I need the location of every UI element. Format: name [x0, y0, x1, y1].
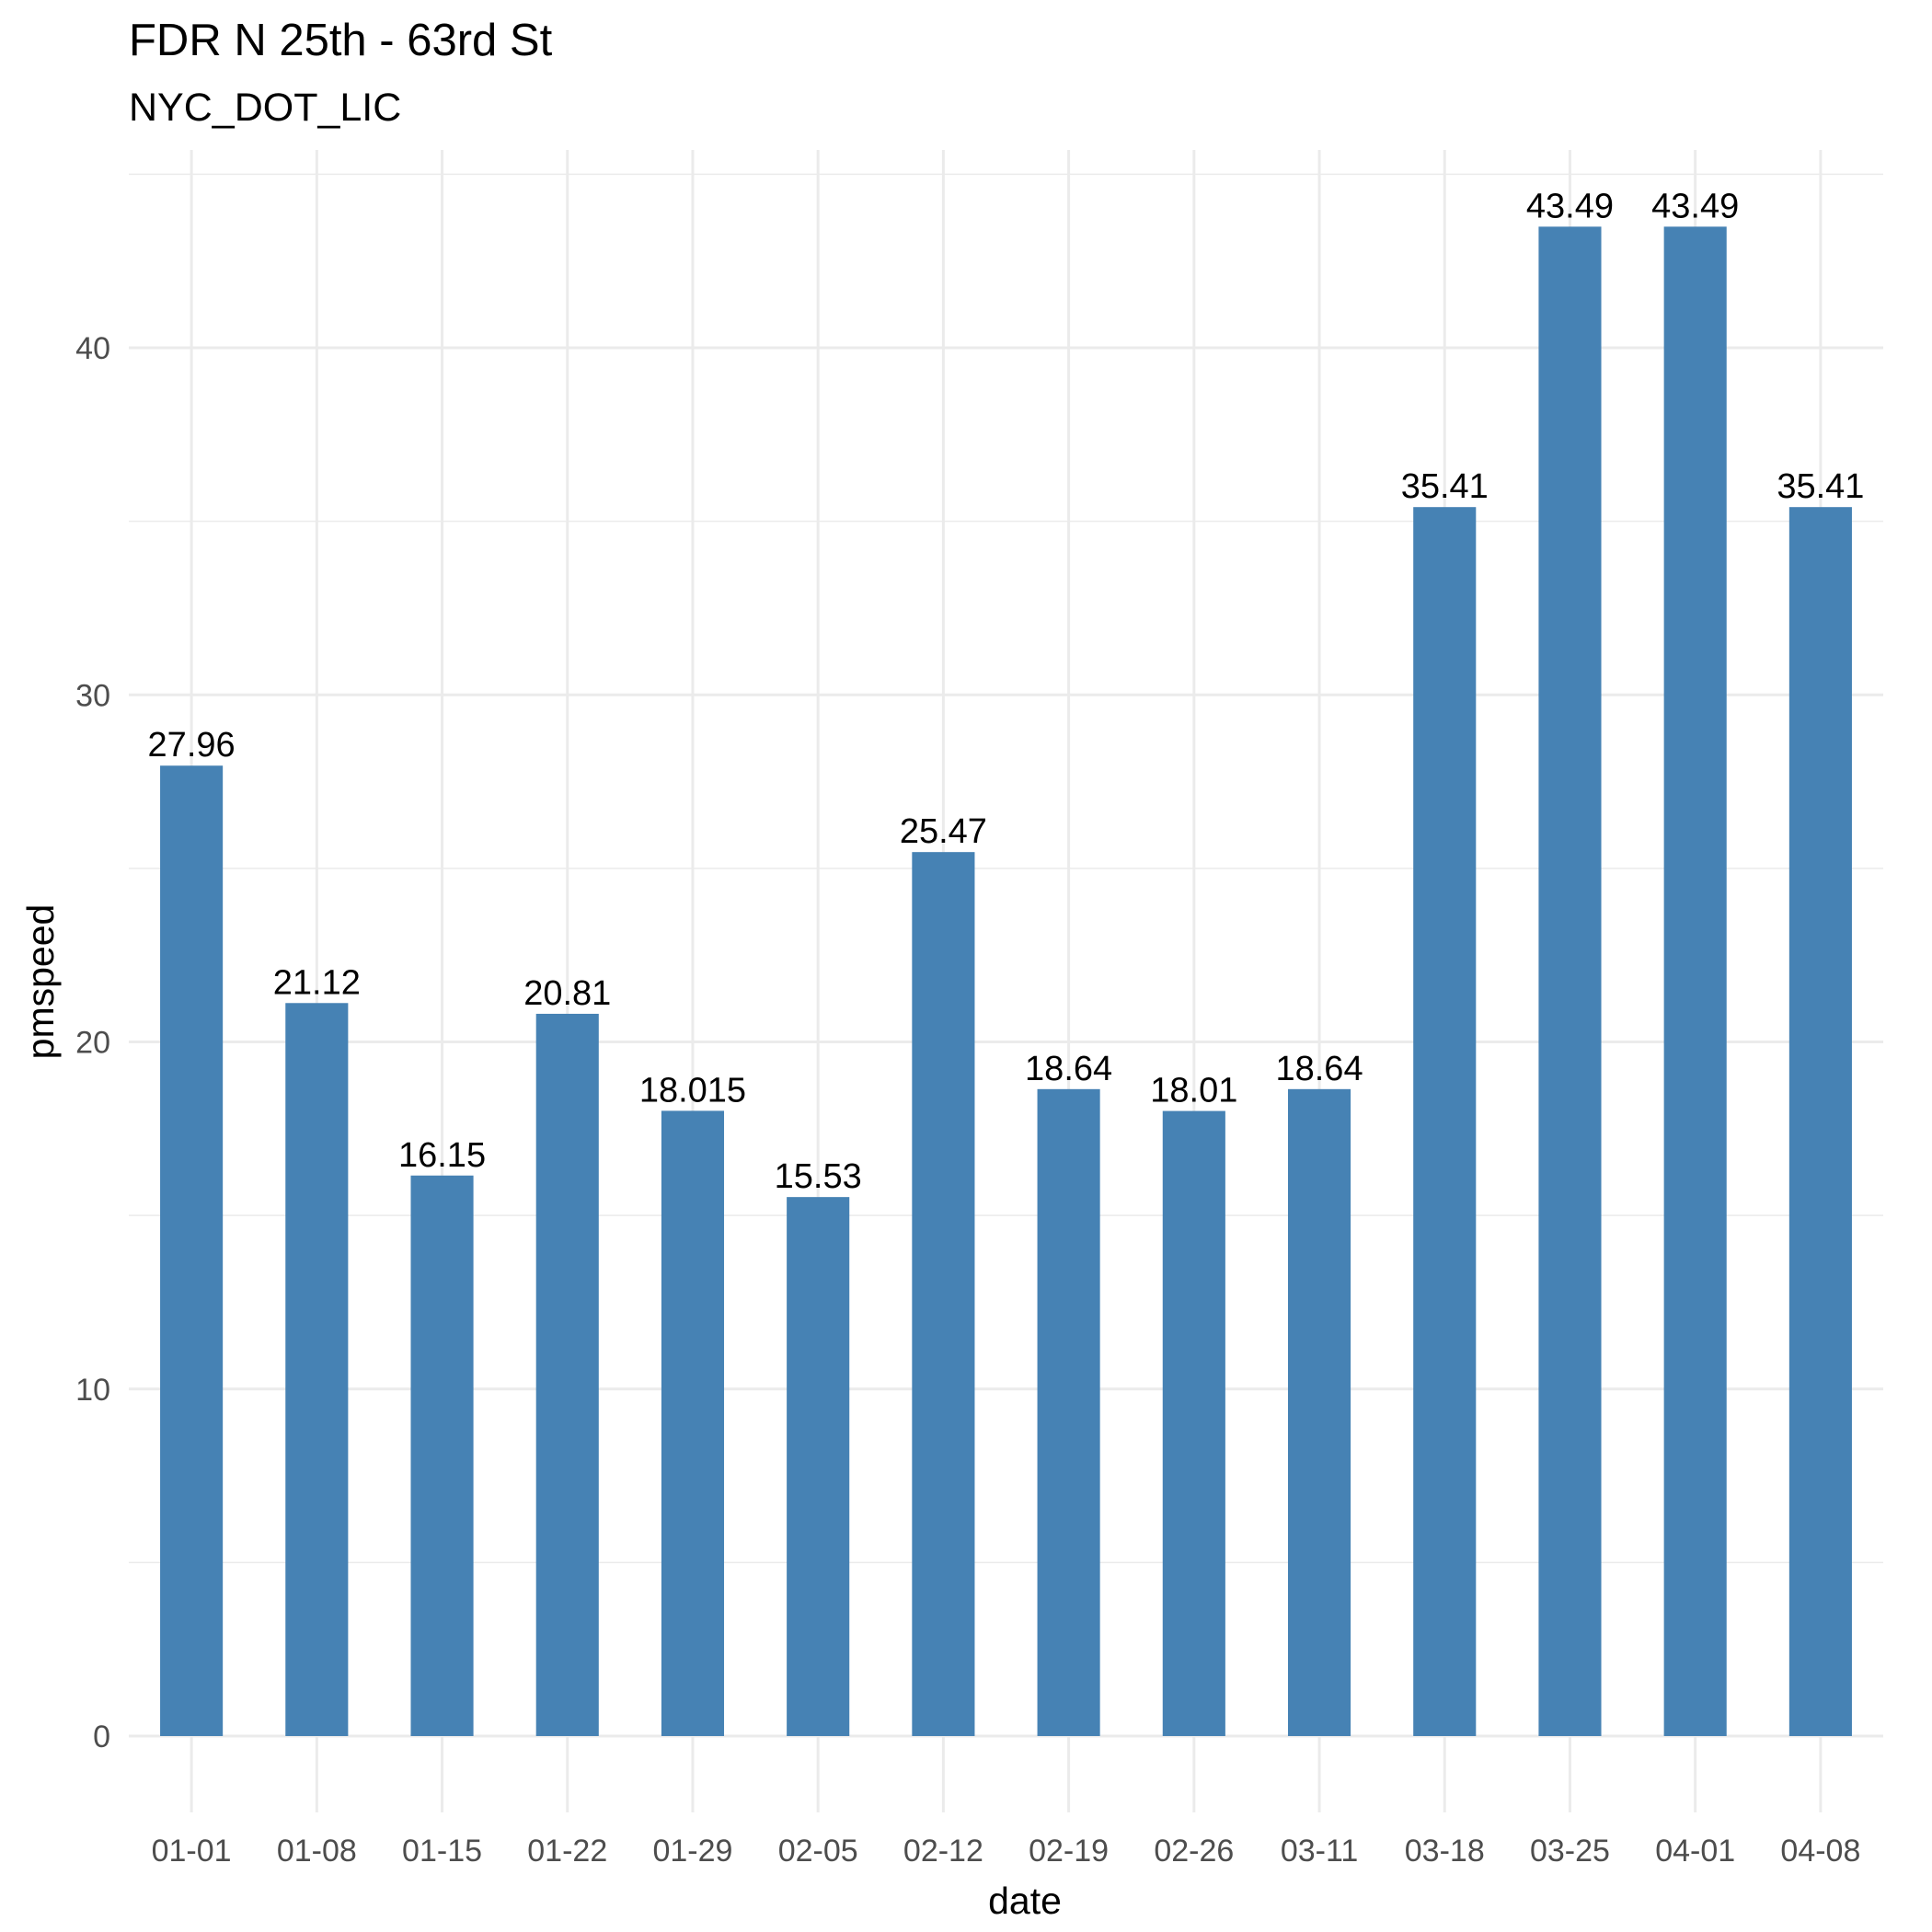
bar	[1663, 226, 1727, 1737]
data-label: 35.41	[1401, 467, 1489, 506]
x-tick-label: 01-15	[402, 1834, 482, 1869]
x-axis-title: date	[988, 1880, 1062, 1922]
bar	[1162, 1110, 1225, 1737]
bar	[1413, 507, 1477, 1737]
x-tick-label: 02-19	[1029, 1834, 1109, 1869]
x-axis-ticks: 01-01 01-08 01-15 01-22 01-29 02-05 02-12 02-19…	[152, 1834, 1861, 1869]
y-axis-ticks: 0 10 20 30 40	[75, 331, 110, 1754]
data-label: 27.96	[148, 726, 236, 765]
x-tick-label: 02-26	[1154, 1834, 1234, 1869]
x-tick-label: 01-29	[652, 1834, 732, 1869]
x-tick-label: 01-22	[527, 1834, 607, 1869]
bar	[1538, 226, 1602, 1737]
data-label: 21.12	[273, 963, 361, 1002]
data-label: 25.47	[900, 812, 987, 851]
x-tick-label: 03-11	[1281, 1834, 1358, 1869]
data-label: 16.15	[398, 1136, 486, 1175]
chart-title: FDR N 25th - 63rd St	[129, 16, 553, 65]
bar	[1788, 507, 1852, 1737]
y-tick-label: 20	[75, 1026, 110, 1061]
y-tick-label: 40	[75, 331, 110, 366]
y-axis-title: pmspeed	[19, 904, 62, 1060]
y-tick-label: 10	[75, 1373, 110, 1408]
bar	[1037, 1088, 1100, 1737]
x-tick-label: 04-08	[1780, 1834, 1860, 1869]
chart-subtitle: NYC_DOT_LIC	[129, 86, 401, 130]
data-label: 18.015	[639, 1071, 746, 1110]
bar	[410, 1175, 474, 1737]
x-tick-label: 02-12	[903, 1834, 983, 1869]
bar	[285, 1003, 349, 1737]
data-label: 43.49	[1651, 187, 1739, 225]
data-label: 20.81	[523, 974, 611, 1013]
bar	[661, 1110, 725, 1737]
data-label: 15.53	[775, 1157, 862, 1196]
bar	[1287, 1088, 1351, 1737]
x-tick-label: 01-01	[152, 1834, 232, 1869]
data-label: 18.64	[1275, 1050, 1363, 1088]
data-label: 35.41	[1777, 467, 1864, 506]
y-tick-label: 0	[93, 1719, 110, 1754]
bar	[787, 1197, 850, 1737]
bar	[912, 852, 975, 1737]
data-label: 18.01	[1150, 1072, 1237, 1110]
data-labels: 27.96 21.12 16.15 20.81 18.015 15.53 25.47 18.6…	[148, 187, 1865, 1196]
bar	[160, 765, 224, 1737]
data-label: 43.49	[1526, 187, 1614, 225]
x-tick-label: 04-01	[1655, 1834, 1735, 1869]
bar	[535, 1013, 599, 1737]
x-tick-label: 01-08	[277, 1834, 357, 1869]
x-tick-label: 03-25	[1530, 1834, 1610, 1869]
x-tick-label: 03-18	[1405, 1834, 1485, 1869]
data-label: 18.64	[1025, 1050, 1112, 1088]
bars	[160, 226, 1852, 1737]
y-tick-label: 30	[75, 678, 110, 713]
x-tick-label: 02-05	[778, 1834, 858, 1869]
